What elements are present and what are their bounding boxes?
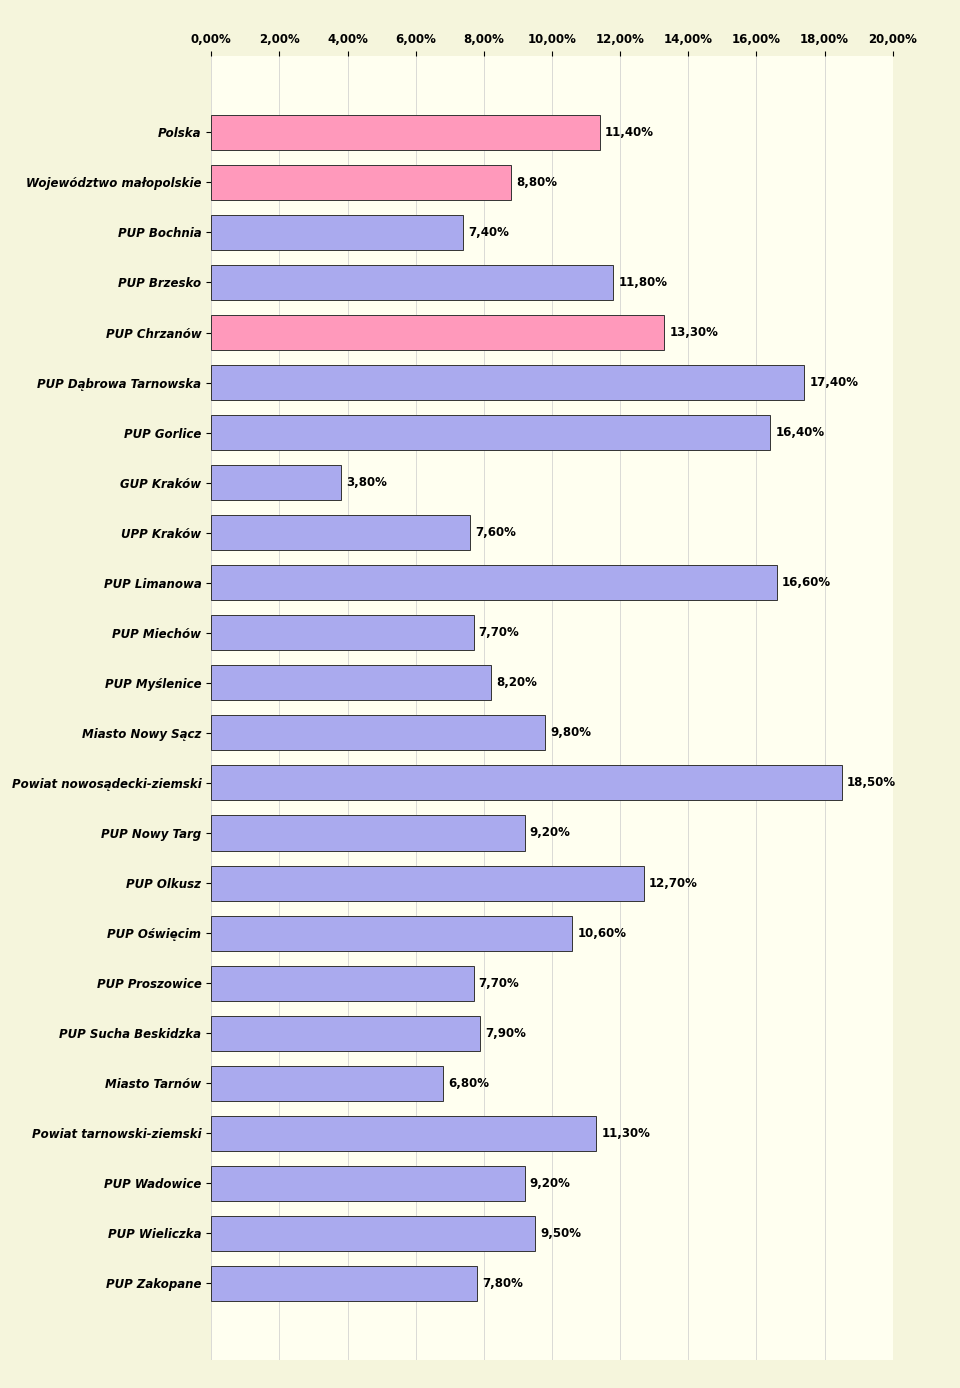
Bar bbox=[211, 866, 644, 901]
Text: 6,80%: 6,80% bbox=[448, 1077, 489, 1090]
Text: 7,70%: 7,70% bbox=[479, 626, 519, 640]
Text: 9,20%: 9,20% bbox=[530, 826, 571, 840]
Text: 7,80%: 7,80% bbox=[482, 1277, 523, 1289]
Text: 8,20%: 8,20% bbox=[495, 676, 537, 690]
Bar bbox=[211, 415, 770, 450]
Bar bbox=[211, 1166, 525, 1201]
Bar bbox=[211, 966, 473, 1001]
Text: 8,80%: 8,80% bbox=[516, 176, 557, 189]
Bar bbox=[211, 715, 545, 751]
Bar bbox=[211, 115, 600, 150]
Text: 16,40%: 16,40% bbox=[776, 426, 825, 439]
Text: 10,60%: 10,60% bbox=[578, 927, 627, 940]
Bar bbox=[211, 1116, 596, 1151]
Bar bbox=[211, 765, 842, 801]
Text: 3,80%: 3,80% bbox=[346, 476, 387, 489]
Text: 11,80%: 11,80% bbox=[618, 276, 667, 289]
Text: 7,70%: 7,70% bbox=[479, 977, 519, 990]
Text: 9,20%: 9,20% bbox=[530, 1177, 571, 1190]
Text: 11,30%: 11,30% bbox=[601, 1127, 650, 1140]
Bar bbox=[211, 265, 613, 300]
Bar bbox=[211, 465, 341, 500]
Text: 18,50%: 18,50% bbox=[847, 776, 896, 790]
Bar bbox=[211, 1216, 535, 1251]
Text: 9,80%: 9,80% bbox=[550, 726, 591, 740]
Bar bbox=[211, 665, 491, 701]
Bar bbox=[211, 1016, 480, 1051]
Bar bbox=[211, 515, 470, 550]
Bar bbox=[211, 315, 664, 350]
Bar bbox=[211, 916, 572, 951]
Bar bbox=[211, 1266, 477, 1301]
Text: 13,30%: 13,30% bbox=[669, 326, 718, 339]
Bar bbox=[211, 365, 804, 400]
Text: 17,40%: 17,40% bbox=[809, 376, 858, 389]
Text: 11,40%: 11,40% bbox=[605, 126, 654, 139]
Text: 12,70%: 12,70% bbox=[649, 877, 698, 890]
Text: 16,60%: 16,60% bbox=[782, 576, 831, 590]
Bar bbox=[211, 1066, 443, 1101]
Bar bbox=[211, 816, 525, 851]
Text: 9,50%: 9,50% bbox=[540, 1227, 581, 1239]
Bar bbox=[211, 215, 464, 250]
Bar bbox=[211, 565, 777, 600]
Text: 7,40%: 7,40% bbox=[468, 226, 510, 239]
Bar bbox=[211, 615, 473, 651]
Text: 7,90%: 7,90% bbox=[486, 1027, 526, 1040]
Bar bbox=[211, 165, 511, 200]
Text: 7,60%: 7,60% bbox=[475, 526, 516, 539]
